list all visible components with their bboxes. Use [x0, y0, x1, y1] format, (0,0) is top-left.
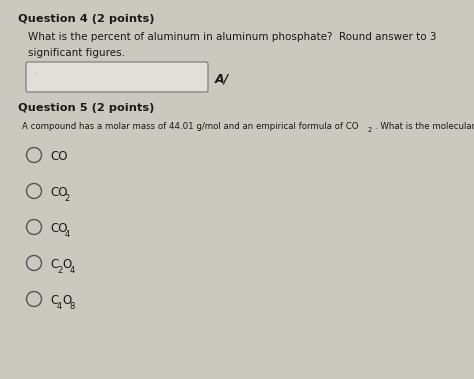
Text: CO: CO — [50, 150, 67, 163]
FancyBboxPatch shape — [26, 62, 208, 92]
Text: 4: 4 — [64, 230, 69, 239]
Text: ·: · — [34, 70, 36, 79]
Text: . What is the molecular formula?: . What is the molecular formula? — [375, 122, 474, 131]
Text: O: O — [62, 258, 71, 271]
Text: significant figures.: significant figures. — [28, 48, 125, 58]
Text: A/: A/ — [215, 72, 229, 85]
Text: A compound has a molar mass of 44.01 g/mol and an empirical formula of CO: A compound has a molar mass of 44.01 g/m… — [22, 122, 358, 131]
Text: 8: 8 — [69, 302, 74, 311]
Text: 2: 2 — [57, 266, 63, 275]
Text: 4: 4 — [69, 266, 74, 275]
Text: CO: CO — [50, 186, 67, 199]
Text: CO: CO — [50, 222, 67, 235]
Text: C: C — [50, 294, 58, 307]
Text: 2: 2 — [64, 194, 69, 203]
Text: O: O — [62, 294, 71, 307]
Text: Question 5 (2 points): Question 5 (2 points) — [18, 103, 155, 113]
Text: Question 4 (2 points): Question 4 (2 points) — [18, 14, 155, 24]
Text: C: C — [50, 258, 58, 271]
Text: What is the percent of aluminum in aluminum phosphate?  Round answer to 3: What is the percent of aluminum in alumi… — [28, 32, 437, 42]
Text: 2: 2 — [368, 127, 372, 133]
Text: 4: 4 — [57, 302, 63, 311]
